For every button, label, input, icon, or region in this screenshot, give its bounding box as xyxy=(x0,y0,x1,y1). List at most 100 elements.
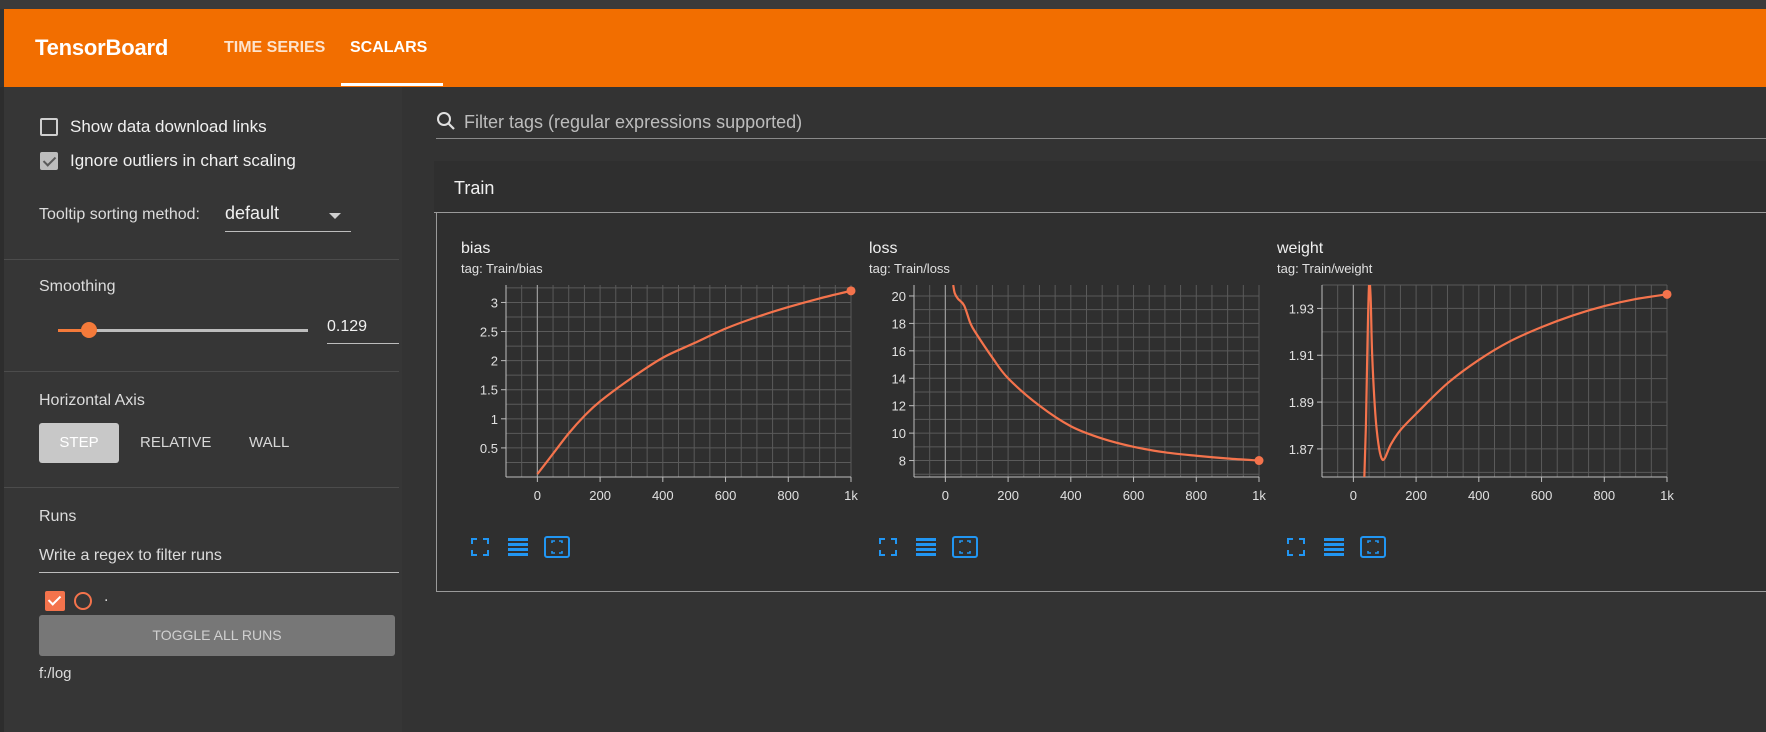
y-tick-label: 3 xyxy=(491,295,498,310)
series-endpoint xyxy=(1662,289,1672,299)
app-brand: TensorBoard xyxy=(35,35,169,60)
fullscreen-icon[interactable] xyxy=(470,537,490,557)
y-tick-label: 1.87 xyxy=(1289,442,1314,457)
fit-domain-icon[interactable] xyxy=(544,536,570,558)
x-tick-label: 800 xyxy=(1185,488,1207,503)
series-endpoint xyxy=(1254,456,1264,466)
run-name: . xyxy=(104,588,109,605)
y-tick-label: 1.89 xyxy=(1289,395,1314,410)
ignore-outliers-checkbox[interactable] xyxy=(40,152,58,170)
left-edge xyxy=(0,87,4,732)
horizontal-axis-label: Horizontal Axis xyxy=(39,392,145,409)
x-tick-label: 800 xyxy=(777,488,799,503)
y-tick-label: 0.5 xyxy=(480,441,498,456)
fit-domain-icon[interactable] xyxy=(952,536,978,558)
app-header: TensorBoard TIME SERIES SCALARS xyxy=(4,9,1766,87)
x-tick-label: 600 xyxy=(1531,488,1553,503)
runs-label: Runs xyxy=(39,508,77,525)
tag-filter-underline xyxy=(436,138,1766,139)
run-color-icon[interactable] xyxy=(74,592,92,610)
y-tick-label: 2 xyxy=(491,354,498,369)
sidebar-divider xyxy=(4,371,399,372)
logdir-label: f:/log xyxy=(39,665,72,682)
y-tick-label: 1.5 xyxy=(480,383,498,398)
train-group-header[interactable] xyxy=(434,161,1766,213)
y-tick-label: 14 xyxy=(892,371,906,386)
x-tick-label: 200 xyxy=(997,488,1019,503)
smoothing-value-input[interactable]: 0.129 xyxy=(327,318,368,335)
weight-chart[interactable]: 1.87 1.89 1.91 1.93 0 200 400 600 800 1k xyxy=(1277,281,1677,531)
axis-step-button[interactable]: STEP xyxy=(39,423,119,463)
x-tick-label: 400 xyxy=(1468,488,1490,503)
tooltip-sorting-label: Tooltip sorting method: xyxy=(39,206,200,223)
card-title: bias xyxy=(461,240,491,257)
x-tick-label: 1k xyxy=(1252,488,1266,503)
x-tick-label: 600 xyxy=(1123,488,1145,503)
x-tick-label: 800 xyxy=(1593,488,1615,503)
x-tick-label: 400 xyxy=(1060,488,1082,503)
fullscreen-icon[interactable] xyxy=(878,537,898,557)
run-checkbox[interactable] xyxy=(45,591,65,611)
tab-scalars[interactable]: SCALARS xyxy=(350,39,428,56)
data-table-icon[interactable] xyxy=(1323,537,1345,557)
card-tag: tag: Train/loss xyxy=(869,261,950,276)
toggle-all-runs-button[interactable]: TOGGLE ALL RUNS xyxy=(39,615,395,656)
train-group-title[interactable]: Train xyxy=(454,178,495,198)
y-tick-label: 8 xyxy=(899,454,906,469)
show-download-links-label[interactable]: Show data download links xyxy=(70,117,267,136)
fit-domain-icon[interactable] xyxy=(1360,536,1386,558)
y-tick-label: 18 xyxy=(892,316,906,331)
fullscreen-icon[interactable] xyxy=(1286,537,1306,557)
axis-relative-button[interactable]: RELATIVE xyxy=(140,434,212,451)
data-table-icon[interactable] xyxy=(915,537,937,557)
bias-chart[interactable]: 0.5 1 1.5 2 2.5 3 0 200 400 600 800 1k xyxy=(461,281,861,531)
search-icon xyxy=(437,112,455,130)
window-top-strip xyxy=(0,0,1766,9)
smoothing-slider-thumb[interactable] xyxy=(81,322,97,338)
ignore-outliers-label[interactable]: Ignore outliers in chart scaling xyxy=(70,151,296,170)
card-title: loss xyxy=(869,240,898,257)
tooltip-sorting-underline xyxy=(225,231,351,232)
series-line xyxy=(1363,285,1667,477)
chevron-down-icon[interactable] xyxy=(329,213,341,219)
y-tick-label: 1.93 xyxy=(1289,301,1314,316)
smoothing-label: Smoothing xyxy=(39,278,116,295)
y-tick-label: 1.91 xyxy=(1289,348,1314,363)
sidebar-divider xyxy=(4,487,399,488)
x-tick-label: 1k xyxy=(1660,488,1674,503)
show-download-links-checkbox[interactable] xyxy=(40,118,58,136)
axis-wall-button[interactable]: WALL xyxy=(249,434,290,451)
card-title: weight xyxy=(1277,240,1324,257)
x-tick-label: 200 xyxy=(1405,488,1427,503)
tooltip-sorting-select[interactable]: default xyxy=(225,203,280,223)
data-table-icon[interactable] xyxy=(507,537,529,557)
smoothing-input-underline xyxy=(327,343,399,344)
y-tick-label: 10 xyxy=(892,426,906,441)
sidebar-divider xyxy=(4,259,399,260)
x-tick-label: 1k xyxy=(844,488,858,503)
card-tag: tag: Train/bias xyxy=(461,261,543,276)
x-tick-label: 400 xyxy=(652,488,674,503)
series-line xyxy=(952,285,1259,462)
series-endpoint xyxy=(846,286,856,296)
x-tick-label: 600 xyxy=(715,488,737,503)
y-tick-label: 12 xyxy=(892,399,906,414)
y-tick-label: 1 xyxy=(491,412,498,427)
smoothing-slider-track[interactable] xyxy=(58,329,308,332)
y-tick-label: 20 xyxy=(892,289,906,304)
x-tick-label: 200 xyxy=(589,488,611,503)
series-line xyxy=(536,289,851,475)
y-tick-label: 2.5 xyxy=(480,325,498,340)
card-tag: tag: Train/weight xyxy=(1277,261,1373,276)
active-tab-indicator xyxy=(341,83,443,86)
x-tick-label: 0 xyxy=(534,488,541,503)
y-tick-label: 16 xyxy=(892,344,906,359)
smoothing-slider-fill xyxy=(58,329,90,332)
x-tick-label: 0 xyxy=(942,488,949,503)
tab-time-series[interactable]: TIME SERIES xyxy=(224,39,326,56)
runs-filter-underline xyxy=(39,572,399,573)
runs-filter-input[interactable]: Write a regex to filter runs xyxy=(39,547,222,564)
tag-filter-input[interactable]: Filter tags (regular expressions support… xyxy=(464,112,803,132)
x-tick-label: 0 xyxy=(1350,488,1357,503)
